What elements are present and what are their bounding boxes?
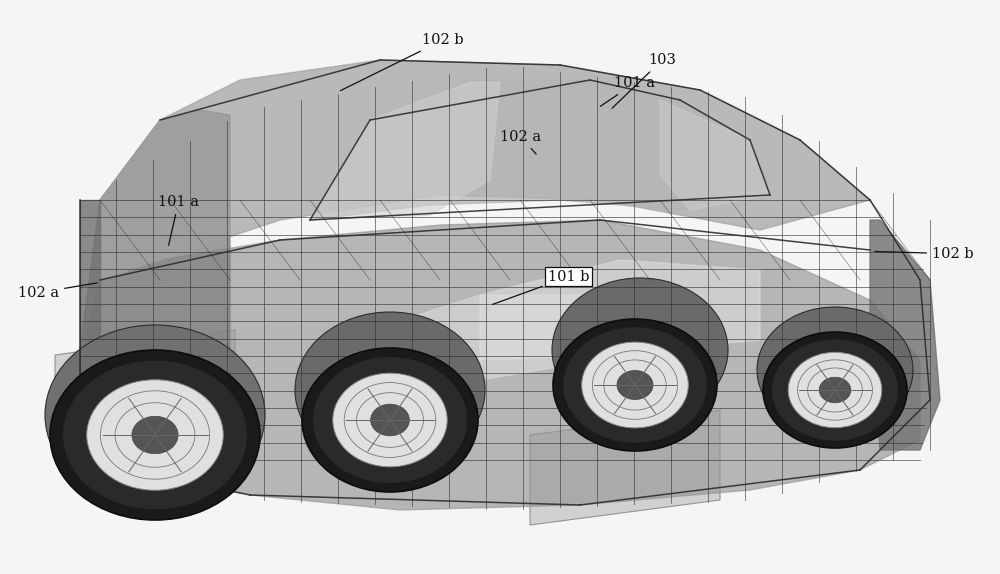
Text: 101 a: 101 a bbox=[158, 195, 199, 245]
Ellipse shape bbox=[50, 350, 260, 520]
Polygon shape bbox=[100, 60, 870, 280]
Polygon shape bbox=[80, 220, 920, 510]
Ellipse shape bbox=[552, 278, 728, 422]
Ellipse shape bbox=[87, 380, 223, 490]
Polygon shape bbox=[340, 295, 600, 400]
Ellipse shape bbox=[138, 397, 232, 473]
Ellipse shape bbox=[553, 319, 717, 451]
Polygon shape bbox=[480, 260, 760, 360]
Polygon shape bbox=[870, 220, 940, 450]
Polygon shape bbox=[310, 80, 770, 220]
Ellipse shape bbox=[757, 307, 913, 433]
Ellipse shape bbox=[45, 325, 265, 505]
Text: 102 a: 102 a bbox=[500, 130, 541, 154]
Ellipse shape bbox=[563, 327, 707, 443]
Ellipse shape bbox=[132, 416, 178, 453]
Polygon shape bbox=[310, 82, 500, 220]
Polygon shape bbox=[55, 330, 235, 445]
Ellipse shape bbox=[763, 332, 907, 448]
Text: 101 b: 101 b bbox=[493, 270, 590, 304]
Polygon shape bbox=[660, 100, 770, 210]
Text: 101 a: 101 a bbox=[600, 76, 655, 106]
Ellipse shape bbox=[582, 342, 688, 428]
Ellipse shape bbox=[617, 370, 653, 400]
Text: 103: 103 bbox=[612, 53, 676, 108]
Text: 102 a: 102 a bbox=[18, 283, 97, 300]
Ellipse shape bbox=[302, 348, 478, 492]
Ellipse shape bbox=[313, 356, 467, 483]
Ellipse shape bbox=[788, 352, 882, 428]
Ellipse shape bbox=[819, 377, 851, 403]
Text: 102 b: 102 b bbox=[340, 33, 464, 91]
Ellipse shape bbox=[63, 360, 247, 510]
Polygon shape bbox=[80, 110, 230, 460]
Ellipse shape bbox=[333, 373, 447, 467]
Polygon shape bbox=[530, 410, 720, 525]
Ellipse shape bbox=[772, 339, 898, 441]
Ellipse shape bbox=[295, 312, 485, 468]
Ellipse shape bbox=[156, 412, 214, 459]
Text: 102 b: 102 b bbox=[875, 247, 974, 261]
Ellipse shape bbox=[371, 404, 409, 436]
Polygon shape bbox=[80, 200, 100, 460]
